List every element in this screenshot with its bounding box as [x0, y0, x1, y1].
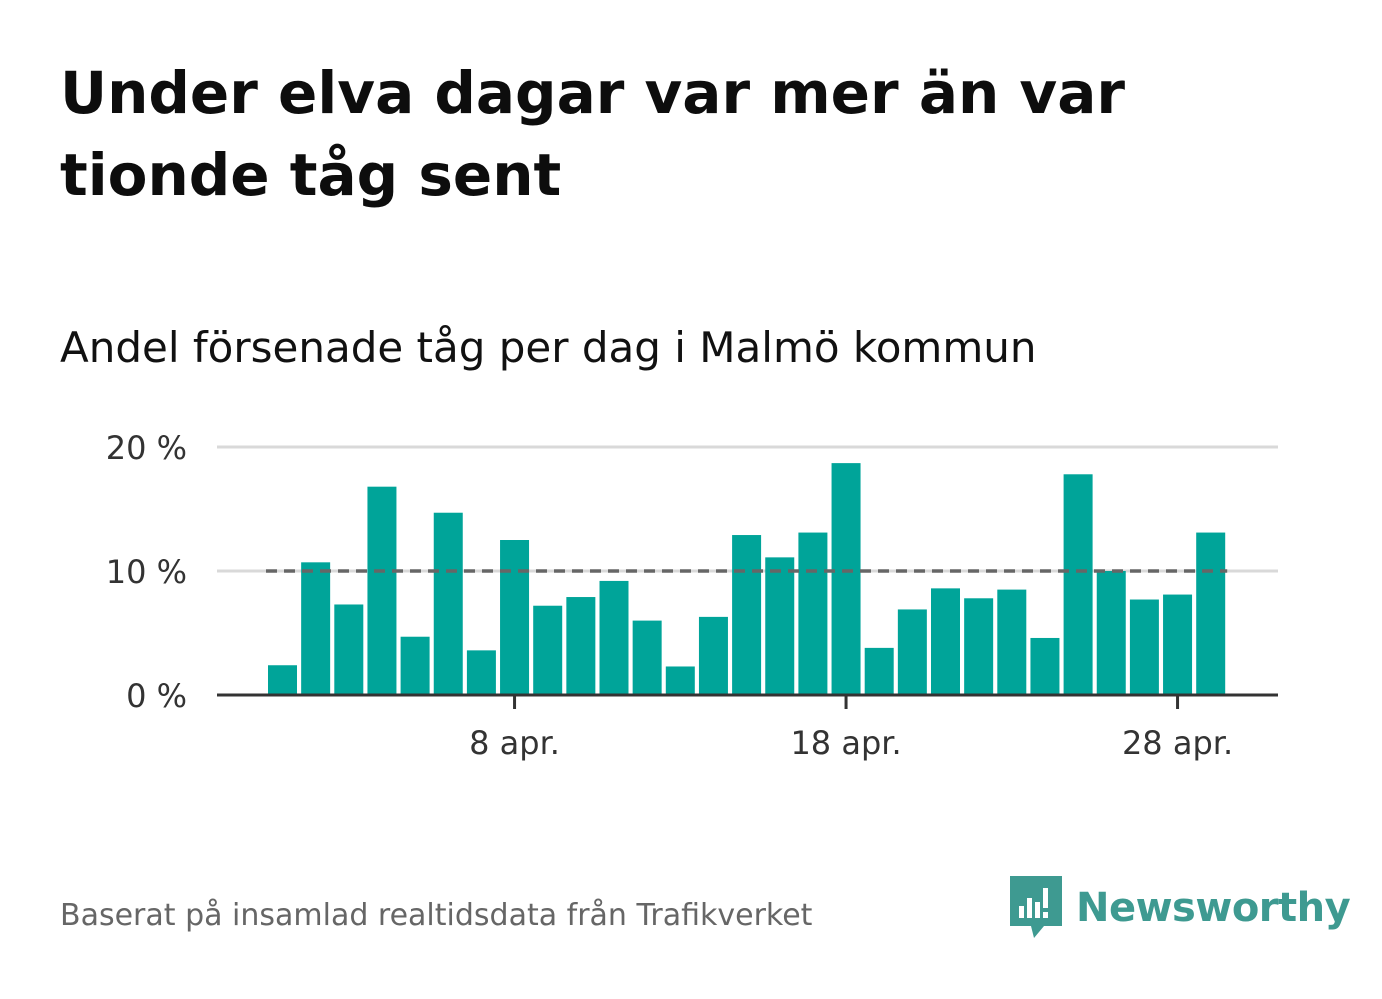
bar	[566, 597, 596, 695]
bar	[632, 620, 662, 695]
bar	[964, 598, 994, 695]
y-tick-label: 10 %	[106, 553, 187, 591]
x-tick-label: 18 apr.	[790, 724, 901, 762]
bar	[765, 557, 795, 695]
bar	[665, 666, 695, 695]
axes	[217, 693, 1278, 709]
source-note: Baserat på insamlad realtidsdata från Tr…	[60, 898, 813, 933]
y-tick-label: 20 %	[106, 429, 187, 467]
bar	[367, 486, 397, 695]
bar	[864, 647, 894, 695]
bar	[433, 512, 463, 695]
x-tick-label: 8 apr.	[469, 724, 560, 762]
bar	[931, 588, 960, 695]
bar	[1129, 599, 1159, 695]
bar	[1063, 474, 1093, 695]
brand-logo[interactable]: Newsworthy	[1010, 876, 1351, 940]
bar	[301, 562, 331, 695]
bar	[334, 604, 364, 695]
bar	[1030, 637, 1060, 695]
tick-labels: 0 % 10 % 20 % 8 apr. 18 apr. 28 apr.	[106, 429, 1233, 762]
bar	[732, 535, 762, 695]
bar	[1163, 594, 1193, 695]
bar	[798, 532, 828, 695]
bar-chart-speech-bubble-icon	[1010, 876, 1062, 938]
bar	[400, 636, 430, 695]
y-tick-label: 0 %	[126, 677, 187, 715]
bar	[1096, 571, 1126, 695]
bar	[1196, 532, 1226, 695]
bar	[698, 616, 728, 695]
x-tick-label: 28 apr.	[1122, 724, 1233, 762]
bar	[466, 650, 496, 695]
bar	[500, 540, 530, 695]
chart-title: Under elva dagar var mer än var tionde t…	[60, 59, 1125, 209]
bar	[997, 589, 1027, 695]
chart-subtitle: Andel försenade tåg per dag i Malmö komm…	[60, 323, 1037, 372]
bar	[533, 605, 563, 695]
bar	[831, 463, 861, 695]
bar-chart: 0 % 10 % 20 % 8 apr. 18 apr. 28 apr.	[106, 429, 1278, 762]
bar	[599, 580, 629, 695]
bars	[268, 463, 1226, 695]
bar	[897, 609, 927, 695]
brand-name: Newsworthy	[1076, 885, 1351, 931]
bar	[268, 665, 297, 695]
